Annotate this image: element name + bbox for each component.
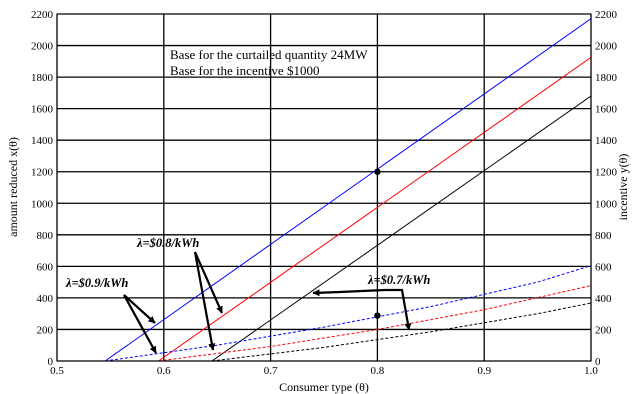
x-tick-label-2: 0.7 [264,365,278,377]
y-tick-label-right-4: 800 [595,230,612,242]
data-point-0 [374,168,381,175]
y-tick-label-right-5: 1000 [595,198,618,210]
y-tick-label-left-10: 2000 [31,41,54,53]
y-tick-label-left-4: 800 [37,230,54,242]
y-tick-labels-right: 0 200 400 600 800 1000 1200 1400 1600 1800 2000 220… [595,9,618,368]
y-tick-label-left-5: 1000 [31,198,54,210]
arrow-0-9-lower [123,294,157,354]
plot-frame [56,13,592,362]
y-tick-label-right-2: 400 [595,293,612,305]
x-tick-labels: 0.5 0.6 0.7 0.8 0.9 1.0 [50,365,598,377]
note-curtailed-base: Base for the curtailed quantity 24MW [170,47,368,62]
y-tick-label-right-7: 1400 [595,135,618,147]
x-axis-title: Consumer type (θ) [279,380,369,394]
y-tick-label-right-11: 2200 [595,9,618,21]
y-tick-label-left-0: 0 [48,356,54,368]
lambda-labels: λ=$0.9/kWh λ=$0.8/kWh λ=$0.7/kWh [65,236,430,290]
series-line-2 [211,95,591,361]
y-tick-label-left-2: 400 [37,293,54,305]
y-tick-label-right-10: 2000 [595,41,618,53]
series-line-5 [211,302,591,361]
y-tick-labels-left: 0 200 400 600 800 1000 1200 1400 1600 1800 2000 220… [31,9,54,368]
x-tick-label-5: 1.0 [584,365,598,377]
label-lambda-0-8: λ=$0.8/kWh [136,236,199,250]
y-tick-label-left-7: 1400 [31,135,54,147]
y-tick-label-left-8: 1600 [31,104,54,116]
x-tick-label-4: 0.9 [477,365,491,377]
x-tick-label-1: 0.6 [157,365,171,377]
y-tick-label-left-6: 1200 [31,167,54,179]
y-axis-title-right: incentive y(θ) [616,154,630,221]
x-tick-label-0: 0.5 [50,365,64,377]
y-tick-label-right-1: 200 [595,324,612,336]
y-tick-label-right-9: 1800 [595,72,618,84]
grid [56,13,592,362]
y-tick-label-right-8: 1600 [595,104,618,116]
x-tick-label-3: 0.8 [371,365,385,377]
label-lambda-0-9: λ=$0.9/kWh [65,276,128,290]
annotation-arrows [123,251,412,354]
arrow-0-7-lower [385,288,412,331]
series-line-3 [105,265,591,361]
arrow-0-7-upper [312,288,386,297]
y-tick-label-left-3: 600 [37,261,54,273]
arrow-0-9-upper [123,294,156,324]
series-line-0 [104,18,591,361]
series-line-4 [158,285,591,361]
y-tick-label-right-3: 600 [595,261,612,273]
arrow-0-8-upper [193,251,224,314]
series-line-1 [158,56,591,361]
y-tick-label-left-1: 200 [37,324,54,336]
note-incentive-base: Base for the incentive $1000 [170,63,319,78]
notes-block: Base for the curtailed quantity 24MW Bas… [170,47,368,78]
marker-group [374,168,381,319]
y-tick-label-right-6: 1200 [595,167,618,179]
arrow-0-8-lower [193,251,216,351]
label-lambda-0-7: λ=$0.7/kWh [367,273,430,287]
y-tick-label-right-0: 0 [595,356,601,368]
y-tick-label-left-9: 1800 [31,72,54,84]
y-axis-title-left: amount reduced x(θ) [6,137,20,237]
data-point-1 [374,312,381,319]
y-tick-label-left-11: 2200 [31,9,54,21]
